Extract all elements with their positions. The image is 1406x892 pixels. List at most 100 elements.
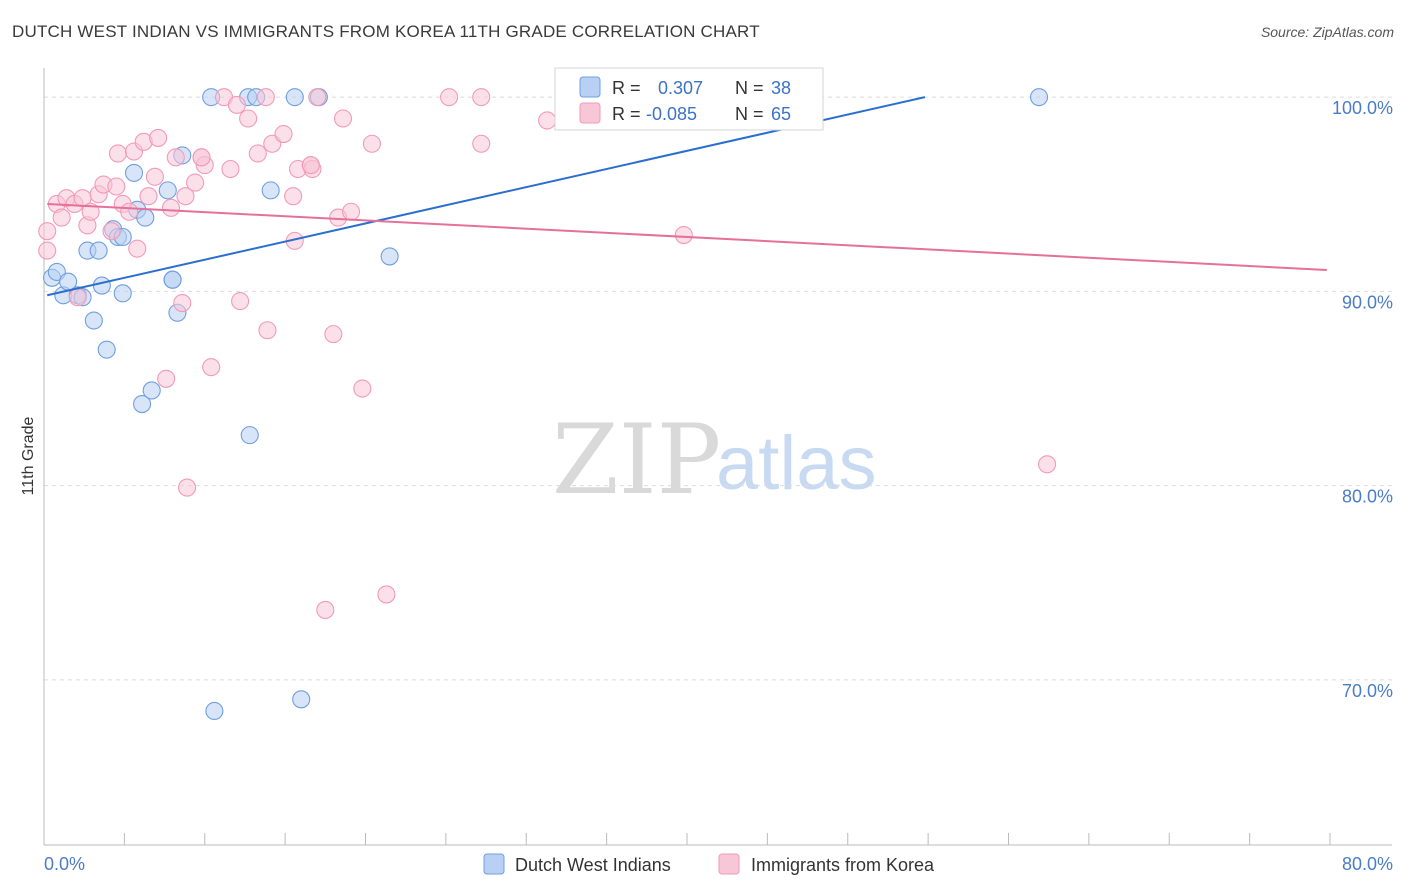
trend-line-korea <box>47 202 1327 272</box>
point-dutch-9 <box>92 276 111 295</box>
point-dutch-19 <box>158 181 177 200</box>
y-tick-labels: 70.0% 80.0% 90.0% 100.0% <box>1332 98 1393 701</box>
point-dutch-18 <box>142 381 161 400</box>
point-dutch-7 <box>84 311 103 330</box>
point-korea-24 <box>161 198 181 217</box>
series-legend-swatch-korea <box>718 853 740 875</box>
series-legend: Dutch West Indians Immigrants from Korea <box>483 853 935 875</box>
point-dutch-10 <box>97 340 116 359</box>
x-ticks <box>123 833 1331 845</box>
point-dutch-35 <box>1029 88 1049 107</box>
point-korea-23 <box>157 369 176 388</box>
point-korea-26 <box>173 293 192 313</box>
point-korea-1 <box>38 241 57 260</box>
point-korea-62 <box>1038 455 1057 474</box>
legend-n-value-2: 65 <box>771 104 791 124</box>
series-legend-label-dutch: Dutch West Indians <box>515 855 671 875</box>
point-dutch-24 <box>205 701 224 721</box>
point-korea-49 <box>316 600 335 620</box>
legend-swatch-pink <box>579 102 601 124</box>
point-korea-63 <box>192 148 211 167</box>
point-korea-28 <box>178 478 197 497</box>
point-korea-57 <box>440 88 459 107</box>
legend-n-value-1: 38 <box>771 78 791 98</box>
point-korea-16 <box>120 202 139 221</box>
point-korea-18 <box>128 239 147 258</box>
data-points <box>38 88 1057 721</box>
point-korea-12 <box>102 222 121 241</box>
point-korea-36 <box>231 292 250 311</box>
point-korea-42 <box>274 124 293 144</box>
series-legend-label-korea: Immigrants from Korea <box>751 855 935 875</box>
correlation-legend: R = 0.307 N = 38 R = -0.085 N = 65 <box>554 67 824 131</box>
point-korea-3 <box>52 208 71 227</box>
legend-n-label-2: N = <box>735 104 764 124</box>
point-korea-25 <box>166 148 185 167</box>
x-tick-labels: 0.0% 80.0% <box>44 854 1393 874</box>
source-label: Source: ZipAtlas.com <box>1260 24 1394 40</box>
y-tick-label-3: 100.0% <box>1332 98 1393 118</box>
watermark: ZIP atlas <box>552 404 877 516</box>
point-korea-54 <box>353 379 372 398</box>
point-korea-53 <box>341 202 361 221</box>
point-korea-32 <box>202 358 221 377</box>
point-dutch-8 <box>89 241 108 260</box>
point-korea-52 <box>333 109 353 128</box>
gridlines <box>44 96 1392 681</box>
legend-n-label-1: N = <box>735 78 764 98</box>
point-korea-37 <box>239 109 258 128</box>
point-korea-48 <box>308 88 327 107</box>
point-dutch-37 <box>163 270 182 289</box>
y-tick-label-2: 90.0% <box>1342 292 1393 312</box>
point-dutch-28 <box>261 181 280 200</box>
point-korea-55 <box>362 134 381 153</box>
y-tick-label-0: 70.0% <box>1342 681 1393 701</box>
point-korea-14 <box>108 144 127 163</box>
point-korea-43 <box>284 187 303 206</box>
point-dutch-32 <box>380 247 399 266</box>
axes <box>43 68 1392 846</box>
point-korea-40 <box>258 321 277 340</box>
point-korea-0 <box>38 222 57 241</box>
point-korea-34 <box>221 159 240 179</box>
point-korea-35 <box>227 95 246 114</box>
point-korea-29 <box>186 173 205 192</box>
y-axis-title: 11th Grade <box>20 416 37 495</box>
point-korea-61 <box>674 226 693 245</box>
point-dutch-13 <box>113 284 132 303</box>
legend-r-value-1: 0.307 <box>658 78 703 98</box>
point-korea-6 <box>68 288 87 307</box>
point-korea-64 <box>301 156 320 175</box>
legend-r-label-2: R = <box>612 104 641 124</box>
chart-title: DUTCH WEST INDIAN VS IMMIGRANTS FROM KOR… <box>12 22 760 41</box>
point-dutch-17 <box>136 208 155 227</box>
point-korea-39 <box>256 88 275 107</box>
point-korea-27 <box>176 187 195 206</box>
watermark-atlas: atlas <box>716 421 877 506</box>
point-korea-60 <box>538 111 557 130</box>
point-dutch-14 <box>124 163 144 182</box>
y-tick-label-1: 80.0% <box>1342 487 1393 507</box>
point-dutch-16 <box>133 395 152 414</box>
legend-r-label-1: R = <box>612 78 641 98</box>
series-legend-swatch-dutch <box>483 853 505 875</box>
point-korea-9 <box>81 202 100 221</box>
legend-r-value-2: -0.085 <box>646 104 697 124</box>
point-korea-13 <box>107 177 126 196</box>
x-tick-label-0: 0.0% <box>44 854 85 874</box>
point-korea-38 <box>248 144 267 163</box>
point-dutch-29 <box>285 88 304 107</box>
point-korea-58 <box>472 88 491 107</box>
watermark-zip: ZIP <box>552 404 721 516</box>
point-dutch-30 <box>292 690 311 709</box>
legend-swatch-blue <box>579 76 601 98</box>
point-korea-21 <box>145 167 164 186</box>
point-korea-22 <box>149 128 168 147</box>
x-tick-label-1: 80.0% <box>1342 854 1393 874</box>
point-korea-59 <box>472 134 491 153</box>
point-korea-56 <box>377 585 396 604</box>
point-korea-50 <box>324 325 343 344</box>
point-dutch-27 <box>240 426 259 445</box>
point-korea-20 <box>139 187 158 206</box>
